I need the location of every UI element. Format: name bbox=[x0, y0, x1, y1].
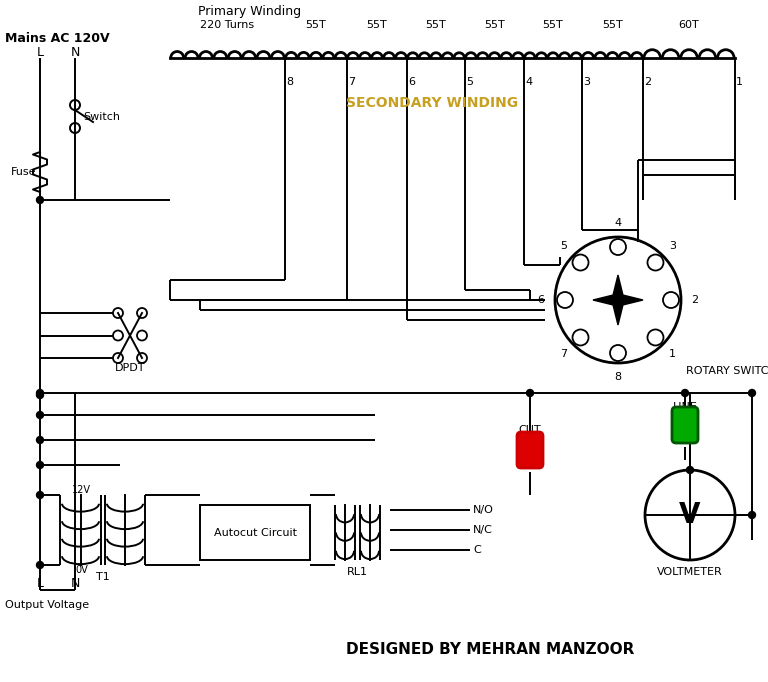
Text: L: L bbox=[37, 577, 44, 590]
Text: CUT: CUT bbox=[518, 425, 541, 435]
Circle shape bbox=[37, 436, 44, 443]
Text: 3: 3 bbox=[669, 241, 676, 250]
Text: DPDT: DPDT bbox=[114, 363, 145, 373]
Text: 55T: 55T bbox=[425, 20, 446, 30]
Circle shape bbox=[681, 389, 688, 396]
Text: RL1: RL1 bbox=[347, 567, 368, 577]
Text: Switch: Switch bbox=[83, 112, 120, 122]
Text: 220 Turns: 220 Turns bbox=[200, 20, 254, 30]
Text: Fuse: Fuse bbox=[11, 167, 36, 177]
Text: L: L bbox=[37, 46, 44, 59]
Text: 2: 2 bbox=[644, 77, 651, 87]
Circle shape bbox=[749, 389, 756, 396]
Circle shape bbox=[527, 389, 534, 396]
FancyBboxPatch shape bbox=[200, 505, 310, 560]
Text: 7: 7 bbox=[348, 77, 355, 87]
Text: 7: 7 bbox=[560, 349, 567, 359]
Text: 8: 8 bbox=[286, 77, 293, 87]
Text: 55T: 55T bbox=[602, 20, 623, 30]
Circle shape bbox=[614, 296, 622, 304]
Text: N/C: N/C bbox=[473, 525, 493, 535]
Polygon shape bbox=[593, 275, 643, 325]
Text: 12V: 12V bbox=[72, 485, 91, 495]
Text: 2: 2 bbox=[691, 295, 699, 305]
Text: Mains AC 120V: Mains AC 120V bbox=[5, 31, 110, 44]
Text: 4: 4 bbox=[614, 218, 621, 228]
Text: 60T: 60T bbox=[679, 20, 700, 30]
Circle shape bbox=[37, 462, 44, 469]
Text: LINE: LINE bbox=[673, 402, 697, 412]
Text: 4: 4 bbox=[525, 77, 532, 87]
Text: 1: 1 bbox=[669, 349, 676, 359]
Text: 3: 3 bbox=[583, 77, 590, 87]
Text: 0V: 0V bbox=[75, 565, 88, 575]
Text: 6: 6 bbox=[538, 295, 545, 305]
Text: DESIGNED BY MEHRAN MANZOOR: DESIGNED BY MEHRAN MANZOOR bbox=[346, 642, 634, 657]
Text: V: V bbox=[679, 501, 700, 529]
Circle shape bbox=[687, 466, 694, 473]
Text: 55T: 55T bbox=[306, 20, 326, 30]
Text: N: N bbox=[71, 46, 80, 59]
Text: Output Voltage: Output Voltage bbox=[5, 600, 89, 610]
FancyBboxPatch shape bbox=[517, 432, 543, 468]
Text: Autocut Circuit: Autocut Circuit bbox=[214, 527, 296, 537]
Text: SECONDARY WINDING: SECONDARY WINDING bbox=[346, 96, 518, 110]
Text: N: N bbox=[71, 577, 80, 590]
Circle shape bbox=[37, 561, 44, 569]
Text: 1: 1 bbox=[736, 77, 743, 87]
Circle shape bbox=[37, 411, 44, 419]
Text: VOLTMETER: VOLTMETER bbox=[657, 567, 723, 577]
Text: 6: 6 bbox=[408, 77, 415, 87]
Text: N/O: N/O bbox=[473, 505, 494, 515]
Circle shape bbox=[37, 196, 44, 203]
Text: 55T: 55T bbox=[543, 20, 564, 30]
Text: 5: 5 bbox=[560, 241, 567, 250]
Text: Primary Winding: Primary Winding bbox=[198, 5, 302, 18]
Text: ROTARY SWITCH: ROTARY SWITCH bbox=[686, 366, 768, 376]
Text: 8: 8 bbox=[614, 372, 621, 382]
Text: 55T: 55T bbox=[366, 20, 387, 30]
Text: C: C bbox=[473, 545, 481, 555]
FancyBboxPatch shape bbox=[672, 407, 698, 443]
Text: T1: T1 bbox=[96, 572, 109, 582]
Text: 5: 5 bbox=[466, 77, 473, 87]
Text: 55T: 55T bbox=[484, 20, 505, 30]
Circle shape bbox=[37, 391, 44, 398]
Circle shape bbox=[37, 492, 44, 499]
Circle shape bbox=[749, 512, 756, 518]
Circle shape bbox=[37, 389, 44, 396]
